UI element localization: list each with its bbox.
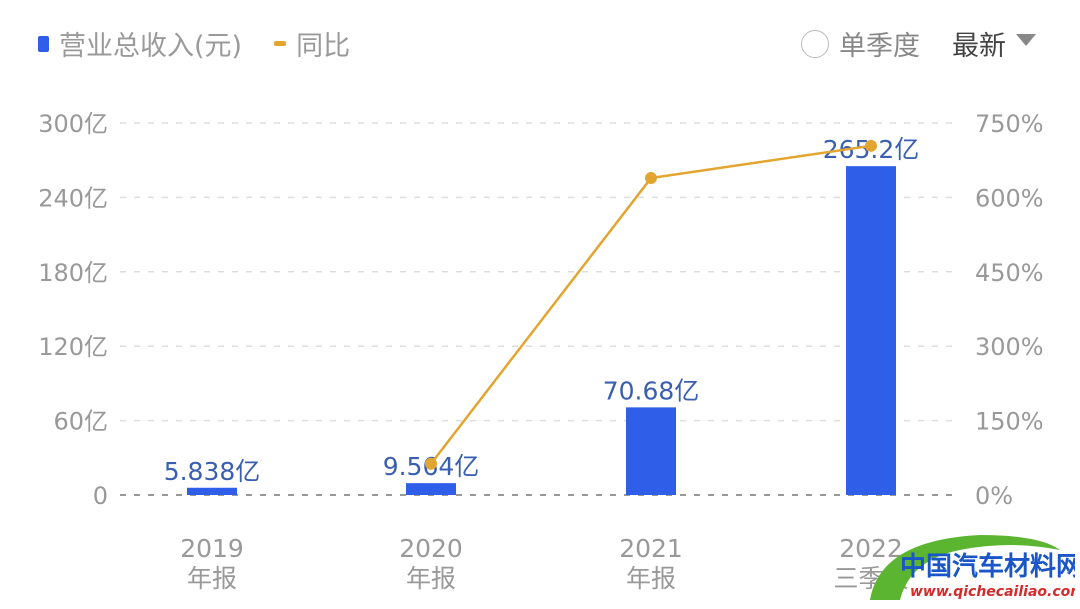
right-tick-label: 0% bbox=[975, 482, 1013, 510]
left-tick-label: 60亿 bbox=[53, 408, 108, 436]
legend-line-label[interactable]: 同比 bbox=[296, 31, 351, 62]
left-tick-label: 180亿 bbox=[38, 259, 108, 287]
yoy-point bbox=[425, 457, 437, 470]
legend-bar-label[interactable]: 营业总收入(元) bbox=[59, 31, 243, 62]
x-tick-label: 2020 bbox=[399, 534, 463, 563]
svg-text:中国汽车材料网: 中国汽车材料网 bbox=[900, 551, 1075, 582]
svg-text:www.qichecailiao.com: www.qichecailiao.com bbox=[910, 584, 1075, 600]
left-tick-label: 0 bbox=[93, 482, 108, 510]
bar bbox=[626, 407, 676, 495]
legend-bar-swatch bbox=[38, 35, 49, 52]
yoy-point bbox=[645, 172, 657, 185]
legend-line-swatch bbox=[274, 41, 287, 46]
sort-dropdown[interactable]: 最新 bbox=[952, 31, 1006, 62]
caret-down-icon[interactable] bbox=[1016, 33, 1036, 46]
left-tick-label: 120亿 bbox=[38, 333, 108, 361]
x-tick-sublabel: 年报 bbox=[187, 564, 237, 593]
yoy-point bbox=[865, 139, 877, 152]
single-quarter-label[interactable]: 单季度 bbox=[839, 31, 920, 62]
watermark-logo: 中国汽车材料网 www.qichecailiao.com bbox=[860, 530, 1075, 605]
right-tick-label: 150% bbox=[975, 408, 1044, 436]
right-tick-label: 600% bbox=[975, 184, 1044, 212]
bar bbox=[846, 166, 896, 496]
bar bbox=[187, 487, 237, 495]
x-tick-sublabel: 年报 bbox=[406, 564, 456, 593]
x-tick-label: 2022 bbox=[839, 534, 903, 563]
x-tick-sublabel: 年报 bbox=[626, 564, 676, 593]
bar-data-label: 5.838亿 bbox=[164, 457, 261, 486]
x-tick-label: 2021 bbox=[619, 534, 683, 563]
chart-controls: 单季度 最新 bbox=[801, 24, 1036, 63]
right-tick-label: 750% bbox=[975, 110, 1044, 138]
legend: 营业总收入(元) 同比 bbox=[38, 24, 350, 63]
single-quarter-radio[interactable] bbox=[801, 29, 829, 58]
right-tick-label: 300% bbox=[975, 333, 1044, 361]
bar bbox=[406, 483, 456, 495]
left-tick-label: 300亿 bbox=[38, 110, 108, 138]
left-tick-label: 240亿 bbox=[38, 184, 108, 212]
right-tick-label: 450% bbox=[975, 259, 1044, 287]
x-tick-label: 2019 bbox=[180, 534, 244, 563]
bar-data-label: 70.68亿 bbox=[603, 376, 700, 405]
